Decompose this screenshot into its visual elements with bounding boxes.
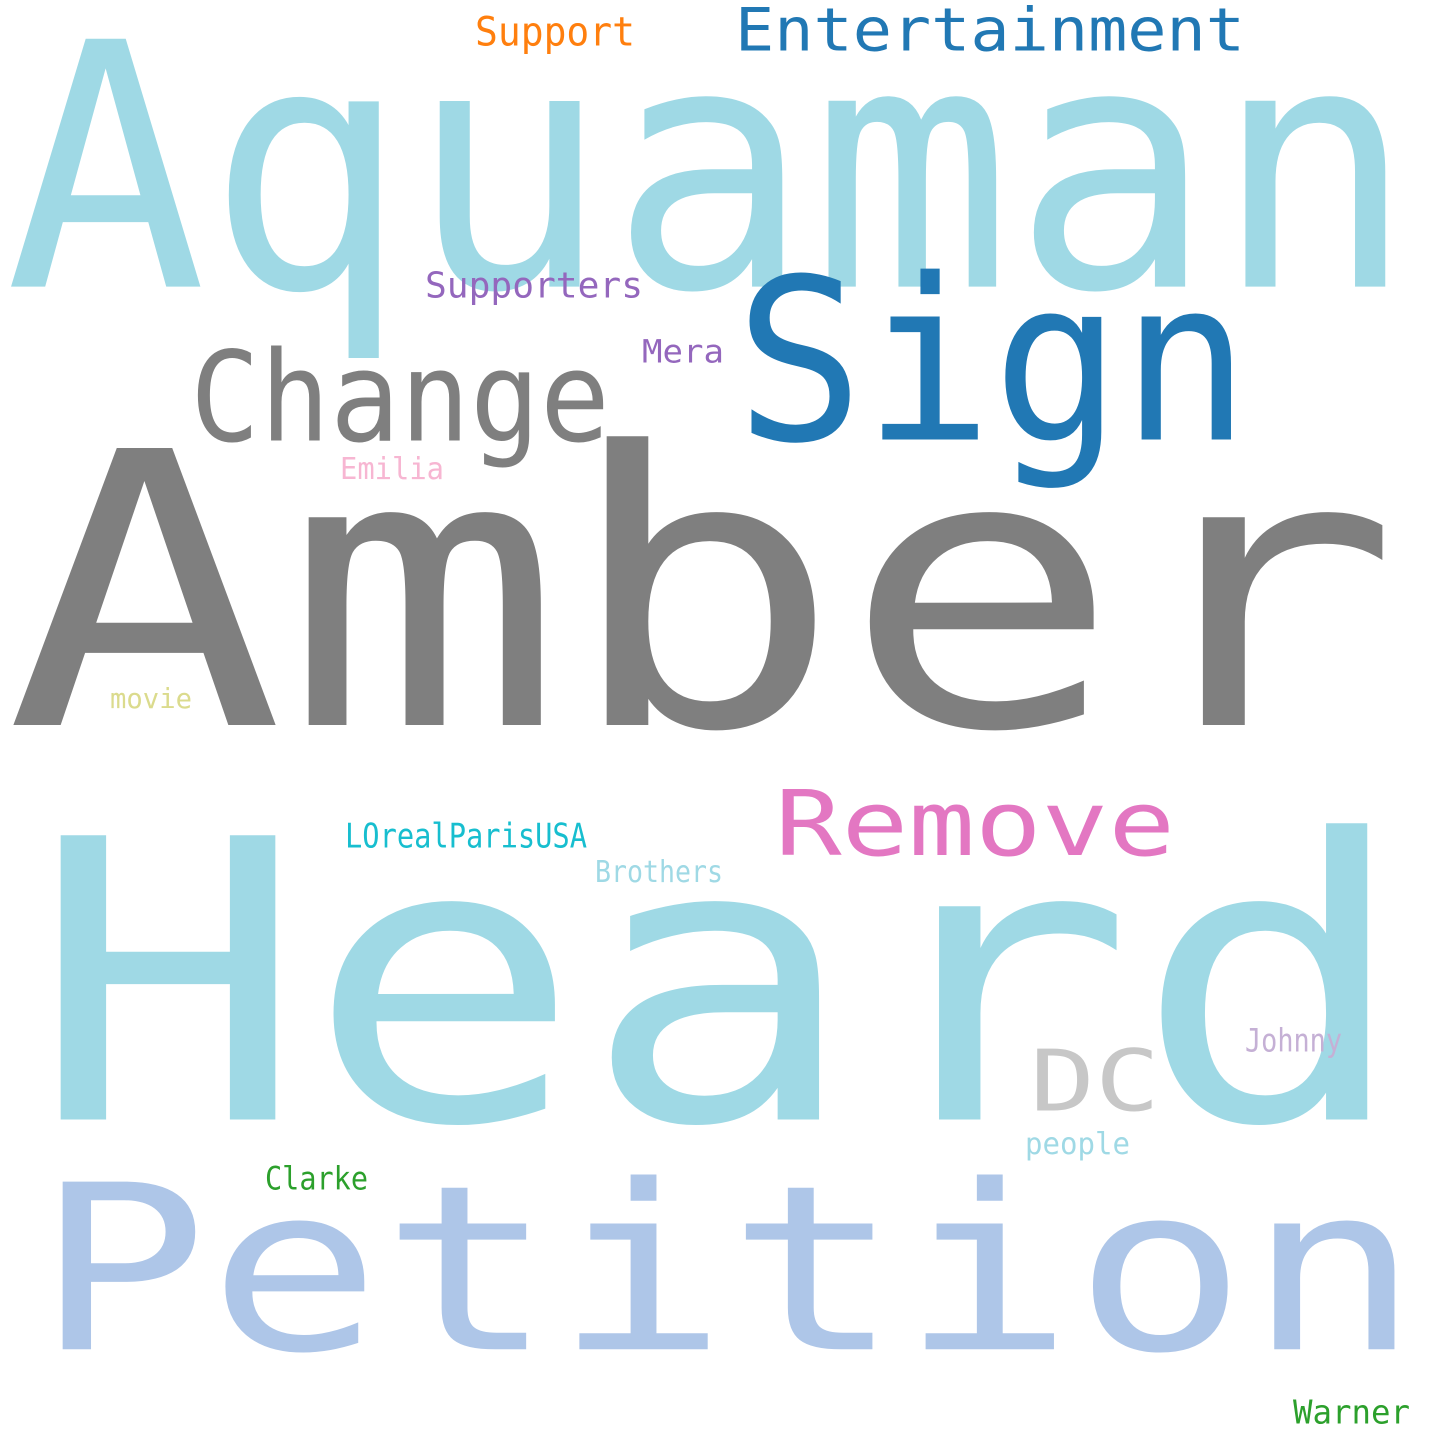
word-sign: Sign (735, 230, 1250, 493)
word-supporters: Supporters (425, 264, 643, 307)
word-dc: DC (1030, 1032, 1160, 1132)
word-mera: Mera (642, 333, 724, 371)
word-aquaman: Aquaman (5, 0, 1415, 368)
word-warner: Warner (1293, 1394, 1410, 1433)
word-johnny: Johnny (1245, 1022, 1342, 1060)
word-emilia: Emilia (340, 452, 444, 487)
word-amber: Amber (5, 373, 1400, 816)
word-clarke: Clarke (265, 1160, 368, 1198)
word-heard: Heard (30, 757, 1410, 1212)
word-brothers: Brothers (595, 855, 723, 890)
word-petition: Petition (35, 1135, 1420, 1404)
word-change: Change (190, 324, 610, 471)
word-remove: Remove (775, 772, 1175, 878)
word-lorealparisusa: LOrealParisUSA (345, 817, 587, 857)
word-entertainment: Entertainment (735, 0, 1245, 65)
word-people: people (1025, 1127, 1130, 1162)
word-support: Support (475, 8, 635, 55)
word-movie: movie (110, 682, 192, 715)
